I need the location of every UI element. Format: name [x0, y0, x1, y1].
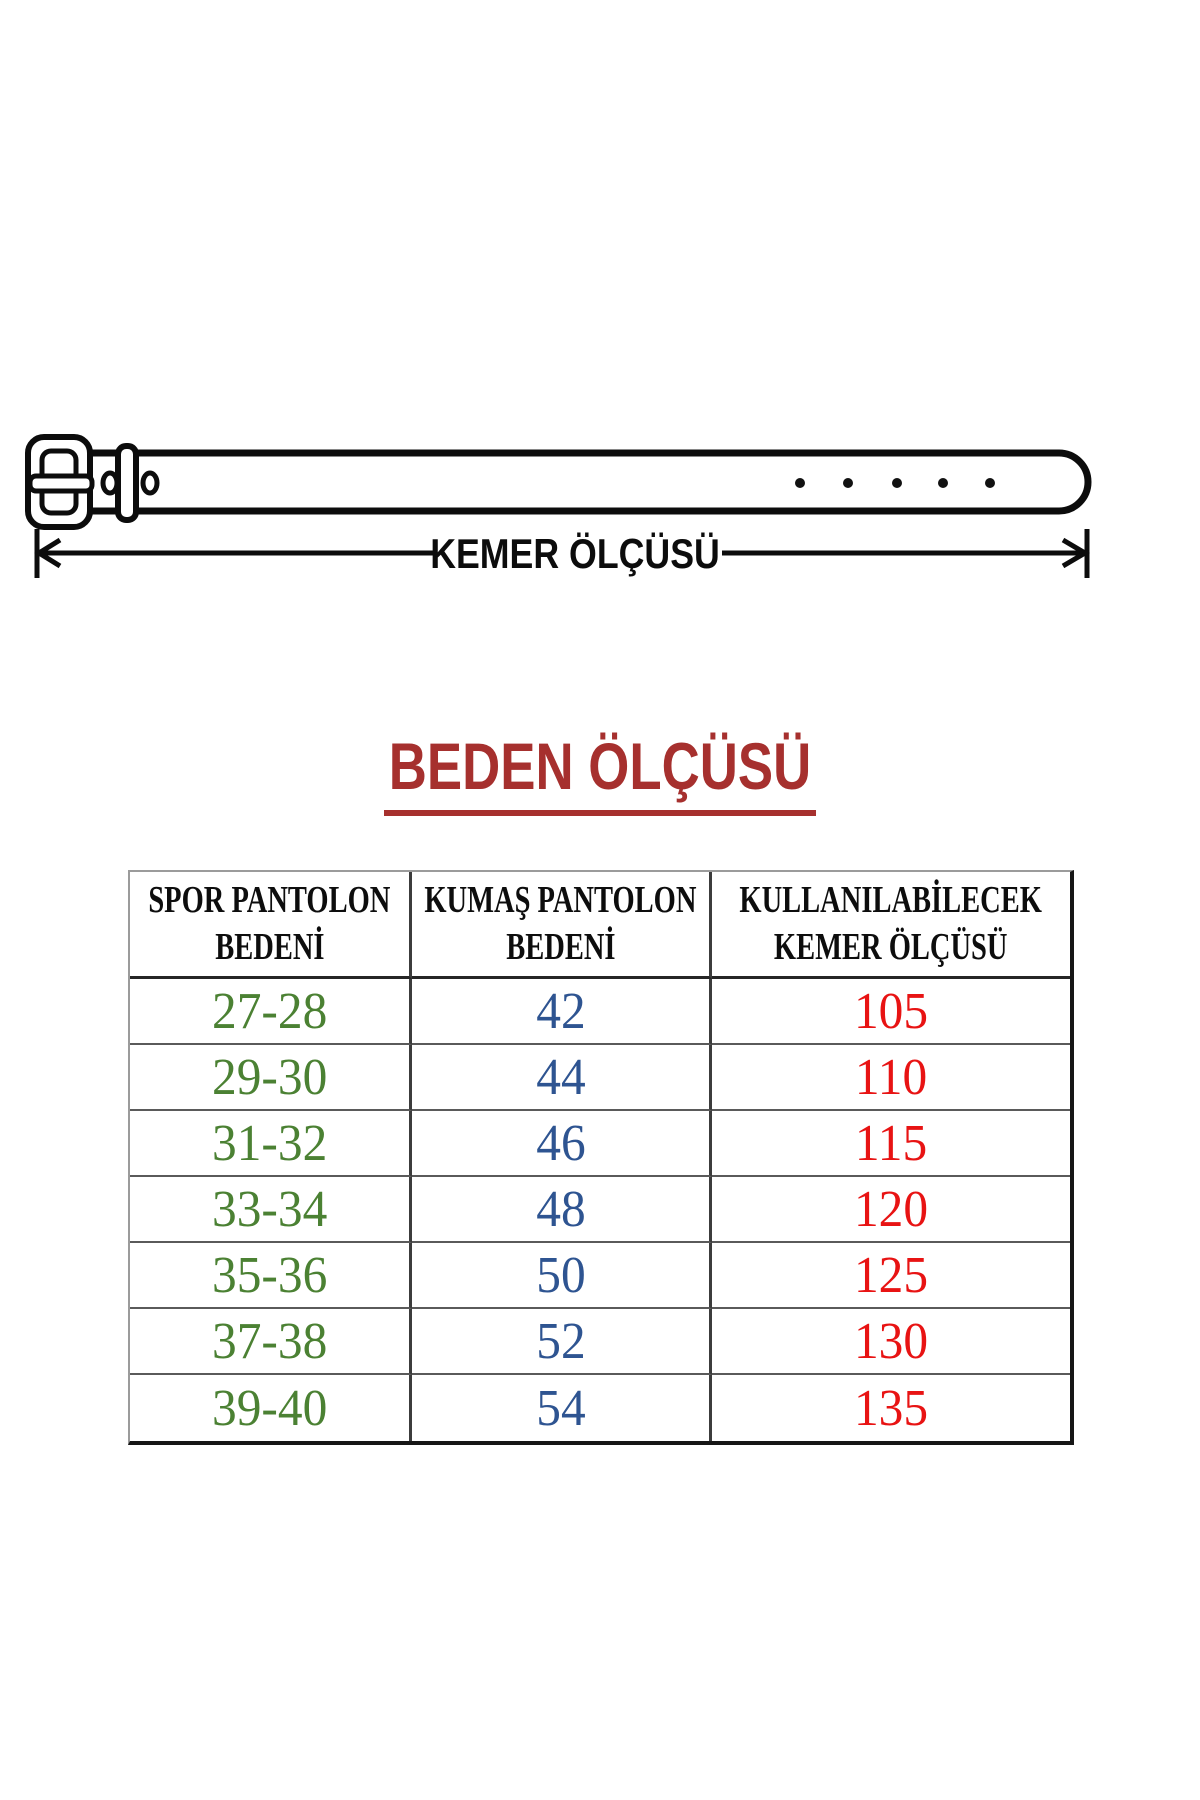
table-cell-belt: 115 [712, 1111, 1070, 1177]
table-cell-belt: 110 [712, 1045, 1070, 1111]
table-cell-fabric: 42 [412, 979, 712, 1045]
belt-keeper-icon [115, 443, 139, 523]
belt-prong-icon [27, 473, 95, 494]
table-cell-fabric: 50 [412, 1243, 712, 1309]
table-cell-sport: 39-40 [130, 1375, 412, 1441]
table-cell-fabric: 54 [412, 1375, 712, 1441]
table-cell-belt: 130 [712, 1309, 1070, 1375]
measurement-arrow [34, 529, 1090, 578]
table-cell-belt: 105 [712, 979, 1070, 1045]
size-table: SPOR PANTOLON BEDENİ KUMAŞ PANTOLON BEDE… [128, 870, 1074, 1445]
belt-measure-label: KEMER ÖLÇÜSÜ [430, 530, 720, 577]
header-line: KEMER ÖLÇÜSÜ [774, 926, 1008, 968]
header-sport-size: SPOR PANTOLON BEDENİ [130, 872, 412, 979]
table-cell-fabric: 48 [412, 1177, 712, 1243]
table-cell-belt: 120 [712, 1177, 1070, 1243]
belt-eyelet [100, 470, 120, 496]
table-cell-fabric: 46 [412, 1111, 712, 1177]
belt-eyelet [140, 470, 160, 496]
table-cell-sport: 37-38 [130, 1309, 412, 1375]
header-belt-size: KULLANILABİLECEK KEMER ÖLÇÜSÜ [712, 872, 1070, 979]
table-cell-fabric: 44 [412, 1045, 712, 1111]
table-cell-sport: 33-34 [130, 1177, 412, 1243]
table-cell-sport: 35-36 [130, 1243, 412, 1309]
header-line: BEDENİ [505, 926, 616, 968]
table-cell-belt: 125 [712, 1243, 1070, 1309]
title-wrap: BEDEN ÖLÇÜSÜ [0, 728, 1200, 816]
header-line: KULLANILABİLECEK [739, 879, 1043, 921]
header-line: SPOR PANTOLON [148, 879, 391, 921]
belt-illustration [25, 434, 1092, 578]
belt-holes [795, 478, 995, 488]
table-cell-sport: 27-28 [130, 979, 412, 1045]
table-cell-fabric: 52 [412, 1309, 712, 1375]
belt-strap [82, 449, 1092, 515]
header-line: KUMAŞ PANTOLON [424, 879, 697, 921]
header-fabric-size: KUMAŞ PANTOLON BEDENİ [412, 872, 712, 979]
table-cell-sport: 31-32 [130, 1111, 412, 1177]
table-cell-sport: 29-30 [130, 1045, 412, 1111]
table-cell-belt: 135 [853, 1379, 929, 1437]
header-line: BEDENİ [214, 926, 325, 968]
page-title: BEDEN ÖLÇÜSÜ [383, 728, 817, 816]
